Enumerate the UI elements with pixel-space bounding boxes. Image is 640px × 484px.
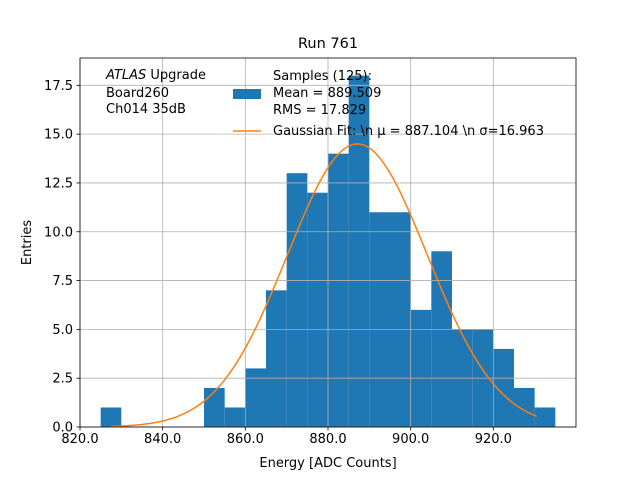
histogram-bar-10 [390,212,411,427]
legend-histogram-text: RMS = 17.829 [273,103,366,118]
histogram-bar-12 [431,251,452,427]
histogram-bar-3 [245,368,266,427]
chart-title: Run 761 [298,36,358,52]
histogram-bar-17 [534,407,556,427]
histogram-bar-5 [286,173,308,427]
x-tick-label: 900.0 [392,432,429,447]
y-tick-label: 10.0 [44,225,73,240]
histogram-bar-6 [307,192,328,427]
atlas-label: ATLAS [105,68,146,83]
y-tick-label: 0.0 [52,421,73,436]
annotation-line: Board260 [106,86,169,101]
histogram-bar-2 [224,407,246,427]
histogram-bar-8 [348,75,370,428]
upgrade-label: Upgrade [146,68,206,83]
histogram-bar-4 [266,290,287,427]
y-tick-label: 2.5 [52,372,73,387]
x-tick-label: 860.0 [227,432,264,447]
x-tick-label: 840.0 [144,432,181,447]
x-tick-label: 820.0 [61,432,98,447]
y-axis-label: Entries [20,220,35,266]
legend-histogram-text: Samples (125): [273,69,372,84]
x-tick-label: 880.0 [309,432,346,447]
x-axis-label: Energy [ADC Counts] [259,456,396,471]
histogram-bar-11 [410,309,432,427]
x-tick-label: 920.0 [475,432,512,447]
annotation-line: Ch014 35dB [106,102,186,117]
histogram-bar-7 [328,153,349,427]
histogram-bar-15 [493,348,514,427]
y-tick-label: 17.5 [44,79,73,94]
histogram-bar-0 [100,407,122,427]
histogram-bar-9 [369,212,390,427]
y-tick-label: 15.0 [44,128,73,143]
legend-histogram-swatch [233,89,261,99]
legend-fit-text: Gaussian Fit: \n μ = 887.104 \n σ=16.963 [273,124,544,139]
histogram-bar-16 [514,387,535,427]
y-tick-label: 5.0 [52,323,73,338]
legend-histogram-text: Mean = 889.509 [273,86,381,101]
atlas-annotation-line-1: ATLAS Upgrade [105,68,206,83]
gaussian-fit-curve [110,143,538,428]
y-tick-label: 7.5 [52,274,73,289]
y-tick-label: 12.5 [44,176,73,191]
histogram-bar-1 [204,387,225,427]
